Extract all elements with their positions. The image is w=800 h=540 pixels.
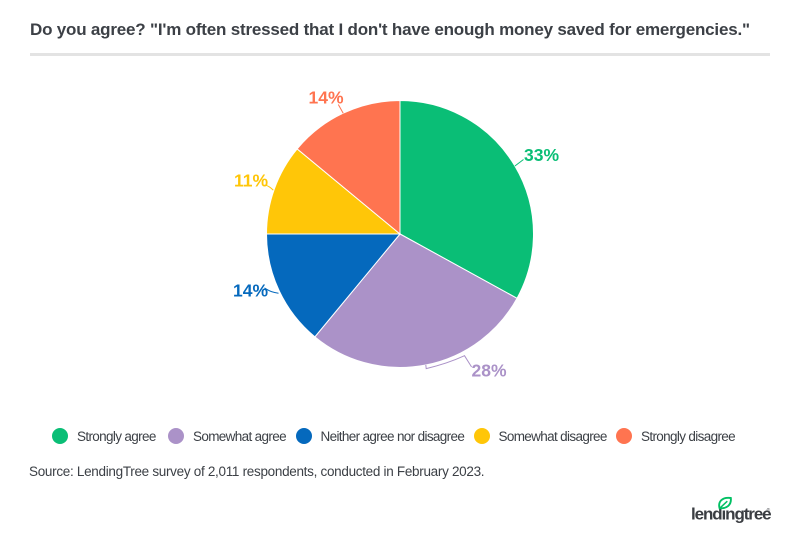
svg-text:28%: 28% — [472, 361, 507, 381]
svg-text:lendıngtree: lendıngtree — [691, 505, 771, 524]
svg-text:14%: 14% — [309, 88, 344, 108]
svg-text:14%: 14% — [233, 281, 268, 301]
svg-text:33%: 33% — [524, 145, 559, 165]
svg-text:®: ® — [767, 507, 771, 514]
svg-text:11%: 11% — [234, 171, 268, 191]
